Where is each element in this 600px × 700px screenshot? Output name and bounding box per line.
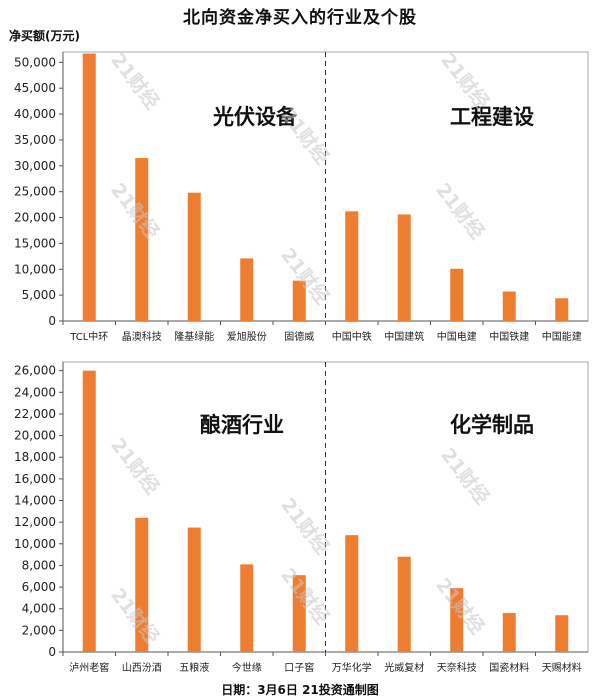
y-tick-label: 10,000 xyxy=(14,537,56,551)
y-tick-label: 16,000 xyxy=(14,472,56,486)
bar xyxy=(135,517,149,652)
bar xyxy=(345,535,359,652)
watermark: 21财经 xyxy=(436,49,494,114)
category-label: 泸州老窖 xyxy=(69,661,109,674)
watermark: 21财经 xyxy=(106,49,164,114)
bar xyxy=(502,613,516,652)
bar xyxy=(82,53,96,322)
bar xyxy=(450,588,464,652)
y-tick-label: 4,000 xyxy=(22,602,56,616)
bar xyxy=(397,214,411,321)
y-tick-label: 25,000 xyxy=(14,185,56,199)
y-tick-label: 24,000 xyxy=(14,385,56,399)
category-label: 今世缘 xyxy=(232,661,262,674)
watermark: 21财经 xyxy=(106,179,164,244)
category-label: 爱旭股份 xyxy=(227,330,267,343)
industry-label: 酿酒行业 xyxy=(200,413,284,437)
bar xyxy=(187,192,201,321)
watermark: 21财经 xyxy=(106,434,164,499)
bar xyxy=(240,258,254,321)
category-label: 中国能建 xyxy=(542,330,582,343)
category-label: 天奈科技 xyxy=(437,661,477,674)
y-tick-label: 35,000 xyxy=(14,133,56,147)
category-label: TCL中环 xyxy=(69,330,108,343)
y-tick-label: 40,000 xyxy=(14,107,56,121)
y-tick-label: 18,000 xyxy=(14,450,56,464)
y-axis-unit-label: 净买额(万元) xyxy=(9,29,80,43)
industry-label: 光伏设备 xyxy=(212,105,298,129)
y-tick-label: 45,000 xyxy=(14,81,56,95)
y-tick-label: 26,000 xyxy=(14,364,56,378)
category-label: 中国铁建 xyxy=(489,330,529,343)
y-tick-label: 10,000 xyxy=(14,262,56,276)
bar xyxy=(397,556,411,652)
category-label: 中国建筑 xyxy=(384,330,424,343)
bar xyxy=(345,211,359,321)
category-label: 中国中铁 xyxy=(332,330,372,343)
chart-title: 北向资金净买入的行业及个股 xyxy=(183,8,417,28)
y-tick-label: 30,000 xyxy=(14,159,56,173)
y-tick-label: 0 xyxy=(48,314,56,328)
category-label: 晶澳科技 xyxy=(122,330,162,343)
category-label: 天赐材料 xyxy=(542,661,582,674)
category-label: 国瓷材料 xyxy=(489,661,529,674)
watermark: 21财经 xyxy=(106,584,164,649)
bar xyxy=(292,575,306,652)
bar xyxy=(82,370,96,652)
y-tick-label: 2,000 xyxy=(22,623,56,637)
bar xyxy=(450,268,464,321)
footer-date-credit: 日期：3月6日 21投资通制图 xyxy=(221,683,379,697)
bar xyxy=(502,291,516,321)
category-label: 中国电建 xyxy=(437,330,477,343)
y-tick-label: 15,000 xyxy=(14,236,56,250)
bar xyxy=(135,158,149,321)
industry-label: 工程建设 xyxy=(450,105,534,129)
category-label: 五粮液 xyxy=(179,661,209,674)
watermark: 21财经 xyxy=(431,179,489,244)
y-tick-label: 6,000 xyxy=(22,580,56,594)
y-tick-label: 22,000 xyxy=(14,407,56,421)
category-label: 隆基绿能 xyxy=(174,330,214,343)
category-label: 口子窖 xyxy=(284,661,314,674)
category-label: 万华化学 xyxy=(332,661,372,674)
y-tick-label: 20,000 xyxy=(14,211,56,225)
bar xyxy=(555,298,569,321)
watermark: 21财经 xyxy=(436,444,494,509)
y-tick-label: 8,000 xyxy=(22,558,56,572)
y-tick-label: 14,000 xyxy=(14,494,56,508)
bar xyxy=(555,615,569,652)
y-tick-label: 5,000 xyxy=(22,288,56,302)
category-label: 山西汾酒 xyxy=(122,662,162,674)
bar xyxy=(240,564,254,652)
category-label: 固德威 xyxy=(284,330,314,343)
bar xyxy=(187,527,201,652)
bar xyxy=(292,280,306,321)
y-tick-label: 12,000 xyxy=(14,515,56,529)
industry-label: 化学制品 xyxy=(450,413,534,437)
category-label: 光威复材 xyxy=(384,661,424,674)
y-tick-label: 50,000 xyxy=(14,55,56,69)
y-tick-label: 20,000 xyxy=(14,429,56,443)
y-tick-label: 0 xyxy=(48,645,56,659)
